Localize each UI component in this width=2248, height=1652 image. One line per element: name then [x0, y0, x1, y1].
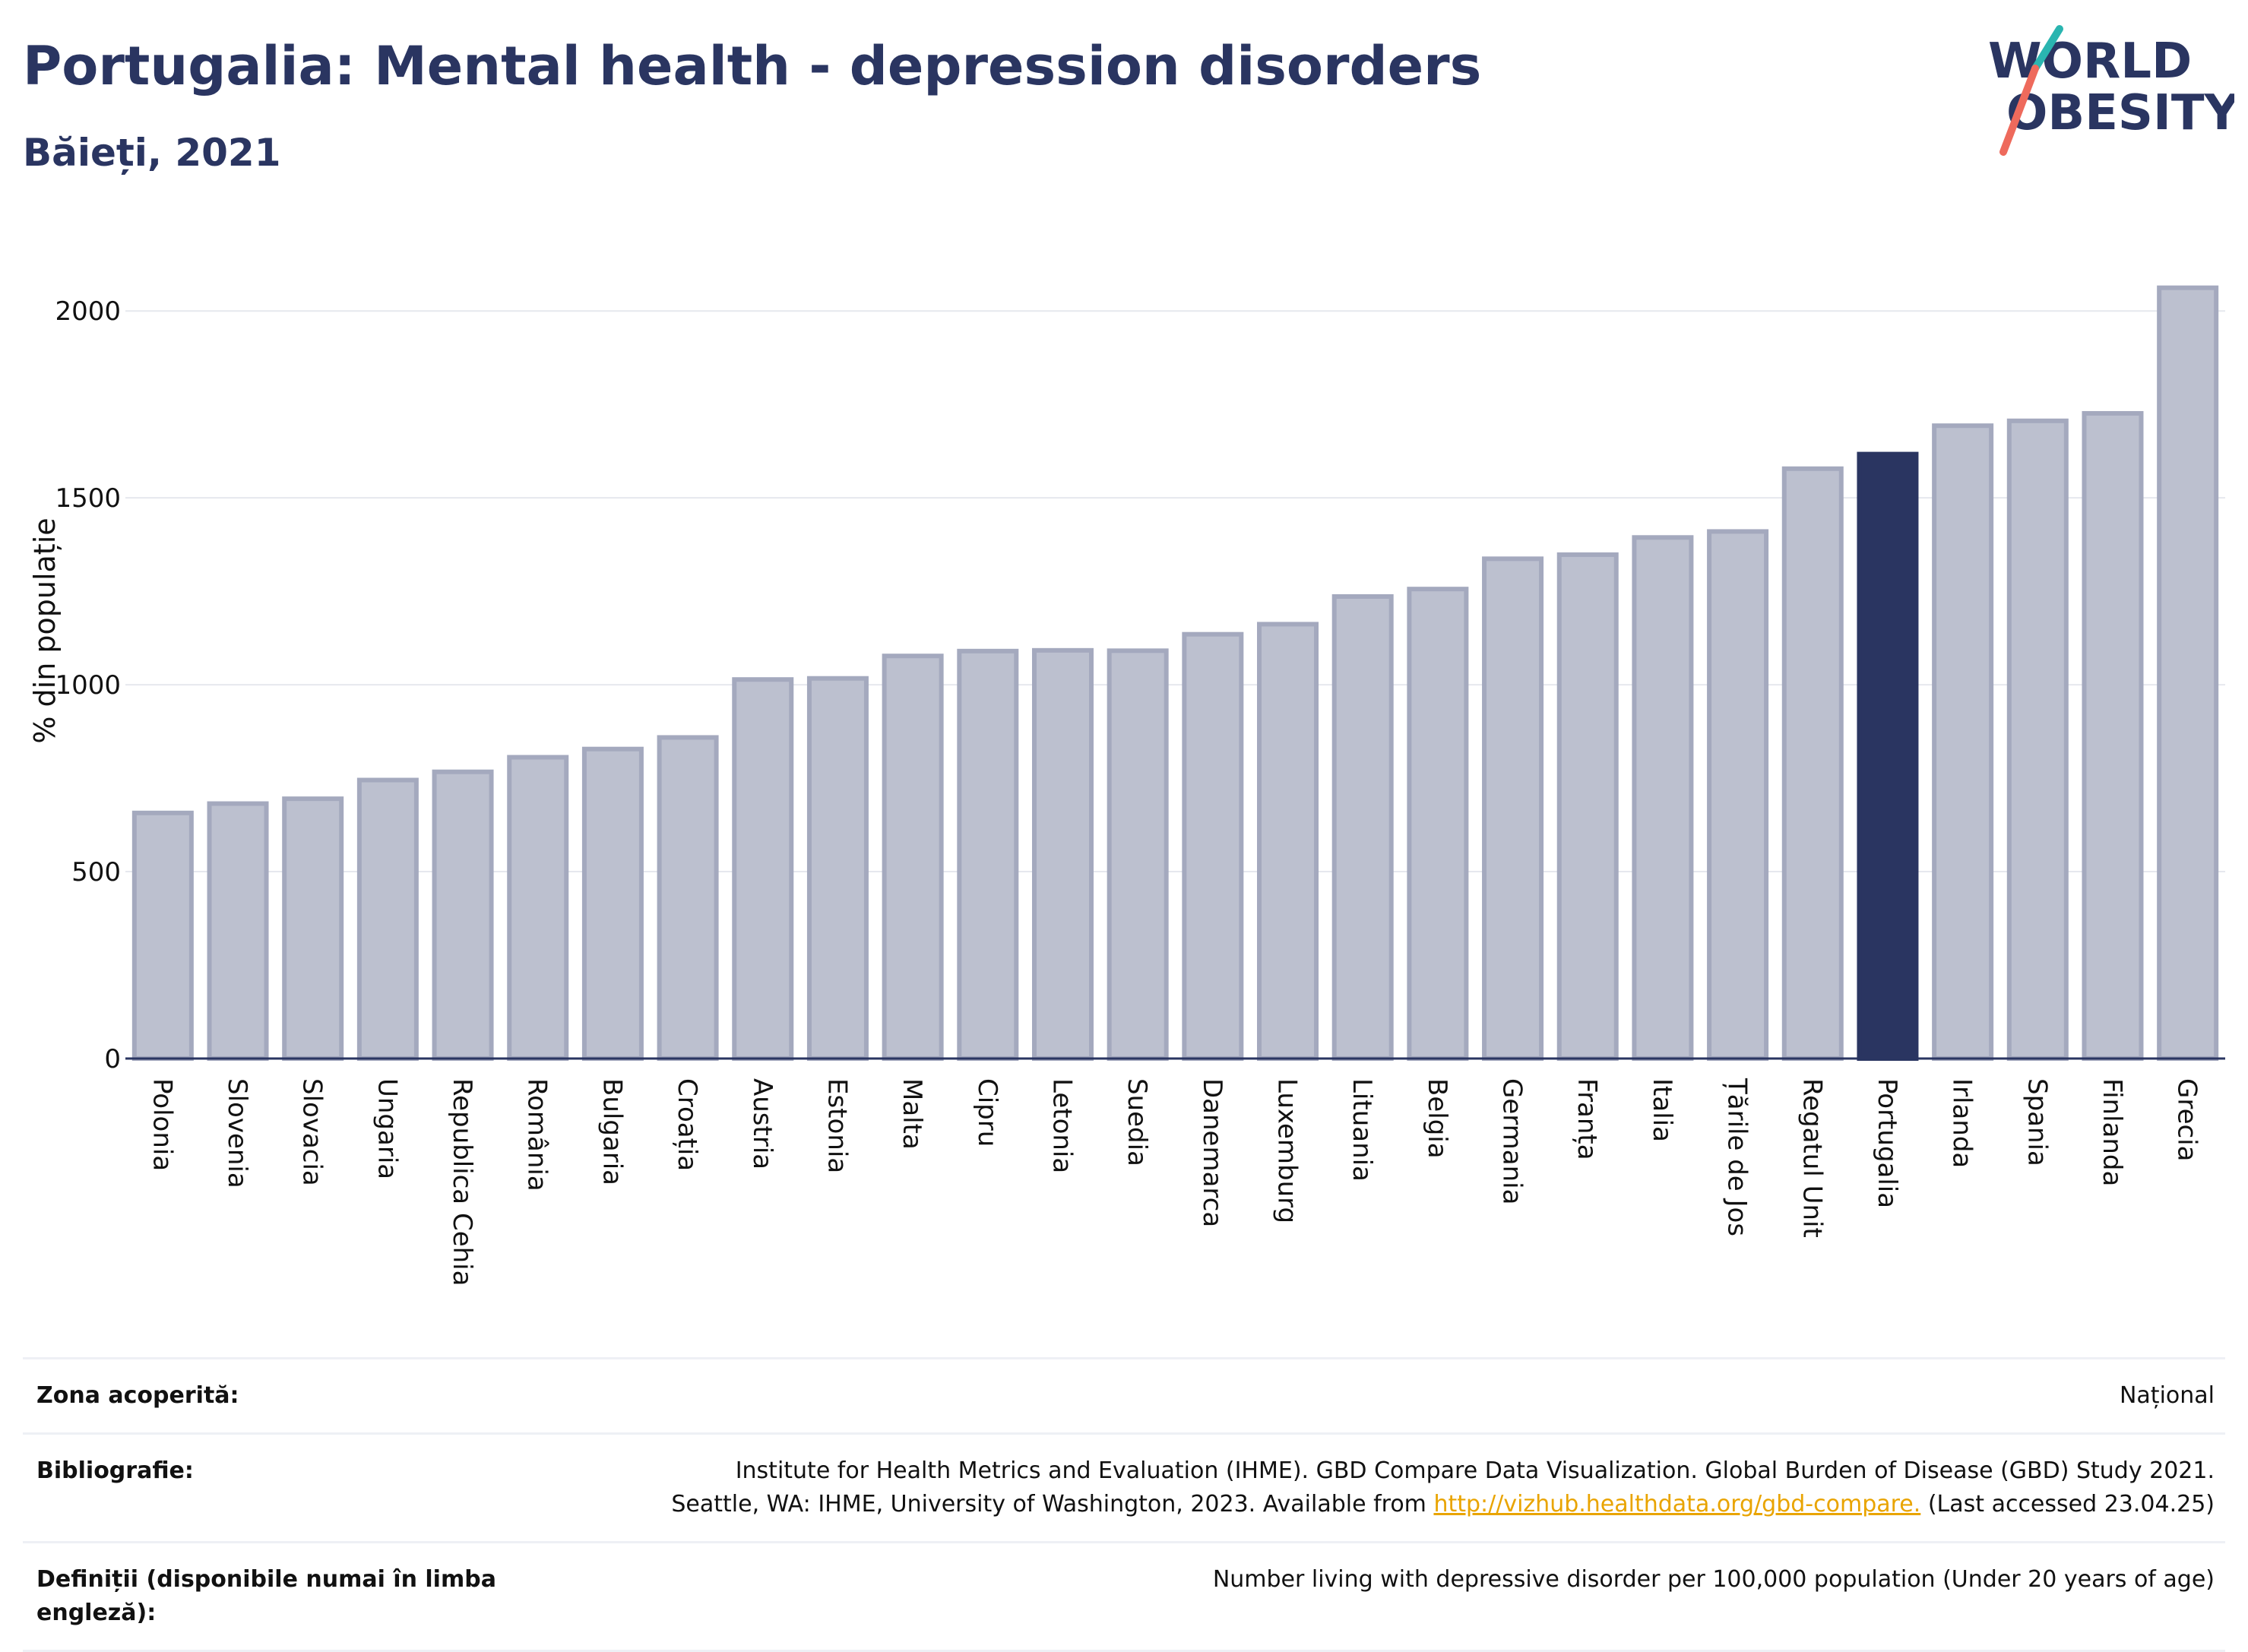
- bar: [1632, 535, 1694, 1061]
- bar: [957, 648, 1019, 1061]
- x-tick-label: Estonia: [822, 1078, 852, 1173]
- y-tick-label: 500: [71, 857, 121, 888]
- info-table: Zona acoperită: Național Bibliografie: I…: [23, 1357, 2225, 1652]
- logo-slash-teal: [2031, 25, 2063, 72]
- bar: [581, 746, 644, 1062]
- logo-line2: OBESITY: [2006, 85, 2234, 141]
- x-tick-label: Spania: [2022, 1078, 2052, 1166]
- bar: [1107, 648, 1169, 1061]
- x-tick-label: Suedia: [1122, 1078, 1152, 1166]
- bar-highlight: [1857, 451, 1919, 1061]
- chart-subtitle: Băieți, 2021: [23, 131, 281, 175]
- x-tick-label: Belgia: [1422, 1078, 1452, 1159]
- bar: [131, 810, 194, 1062]
- x-tick-label: Slovenia: [222, 1078, 252, 1188]
- x-tick-label: Luxemburg: [1272, 1078, 1303, 1223]
- logo-slash-coral: [1999, 65, 2039, 156]
- coverage-label: Zona acoperită:: [36, 1382, 239, 1409]
- x-tick-label: Cipru: [972, 1078, 1002, 1147]
- bibliography-line2-suffix: (Last accessed 23.04.25): [1920, 1491, 2215, 1517]
- x-tick-label: Slovacia: [297, 1078, 328, 1186]
- info-row-coverage: Zona acoperită: Național: [23, 1357, 2225, 1432]
- world-obesity-logo: WORLD OBESITY: [1988, 25, 2234, 156]
- coverage-value: Național: [2119, 1382, 2215, 1409]
- bar: [806, 676, 869, 1061]
- axes: 0 500 1000 1500 2000: [55, 296, 2225, 1074]
- bibliography-label: Bibliografie:: [36, 1457, 194, 1484]
- bar: [1482, 556, 1544, 1061]
- bar: [507, 755, 569, 1062]
- bar: [657, 735, 719, 1061]
- y-tick-label: 0: [104, 1044, 121, 1074]
- bars: [131, 285, 2219, 1062]
- bibliography-line2-prefix: Seattle, WA: IHME, University of Washing…: [671, 1491, 1434, 1517]
- bar: [1781, 466, 1844, 1061]
- bar: [356, 777, 419, 1062]
- x-tick-label: România: [522, 1078, 553, 1192]
- bar: [882, 654, 944, 1061]
- bar: [2157, 285, 2219, 1061]
- bibliography-link[interactable]: http://vizhub.healthdata.org/gbd-compare…: [1433, 1491, 1921, 1517]
- x-tick-label: Republica Cehia: [447, 1078, 477, 1286]
- x-tick-label: Lituania: [1347, 1078, 1377, 1182]
- bar: [1407, 587, 1469, 1061]
- bar: [282, 796, 344, 1062]
- bar: [732, 677, 794, 1061]
- bibliography-line1: Institute for Health Metrics and Evaluat…: [735, 1457, 2215, 1484]
- x-tick-label: Letonia: [1046, 1078, 1077, 1173]
- x-tick-label: Finlanda: [2097, 1078, 2127, 1186]
- y-axis-label: % din populație: [28, 517, 62, 743]
- bar: [1932, 423, 1994, 1061]
- x-tick-label: Regatul Unit: [1797, 1078, 1827, 1238]
- bar: [207, 801, 269, 1062]
- bar: [1707, 529, 1769, 1061]
- x-tick-label: Grecia: [2172, 1078, 2202, 1161]
- bar: [1556, 552, 1619, 1061]
- info-row-bibliography: Bibliografie: Institute for Health Metri…: [23, 1432, 2225, 1541]
- bar: [2082, 410, 2144, 1061]
- x-tick-label: Croația: [672, 1078, 702, 1171]
- x-tick-label: Franța: [1572, 1078, 1602, 1160]
- x-tick-label: Malta: [897, 1078, 927, 1150]
- bar: [1182, 631, 1244, 1061]
- bar: [2006, 418, 2069, 1061]
- x-tick-label: Polonia: [147, 1078, 177, 1171]
- bar: [432, 769, 494, 1061]
- y-tick-label: 2000: [55, 296, 121, 327]
- x-tick-label: Portugalia: [1872, 1078, 1902, 1208]
- bar: [1031, 647, 1094, 1061]
- x-tick-label: Bulgaria: [597, 1078, 627, 1185]
- chart-title: Portugalia: Mental health - depression d…: [23, 35, 1482, 97]
- bar: [1257, 622, 1319, 1061]
- bar-chart: 0 500 1000 1500 2000 Polonia Slovenia Slovacia…: [28, 285, 2225, 1286]
- logo-line1: WORLD: [1988, 33, 2192, 90]
- x-tick-label: Țările de Jos: [1722, 1078, 1752, 1236]
- y-tick-label: 1500: [55, 483, 121, 514]
- info-row-definitions: Definiții (disponibile numai în limba en…: [23, 1541, 2225, 1652]
- bibliography-line2: Seattle, WA: IHME, University of Washing…: [671, 1488, 2215, 1521]
- x-tick-label: Germania: [1497, 1078, 1528, 1204]
- bar: [1331, 594, 1394, 1061]
- definitions-label: Definiții (disponibile numai în limba en…: [36, 1566, 496, 1626]
- x-tick-label: Italia: [1647, 1078, 1677, 1142]
- x-tick-label: Danemarca: [1197, 1078, 1227, 1227]
- x-tick-label: Irlanda: [1947, 1078, 1977, 1168]
- x-tick-label: Ungaria: [372, 1078, 402, 1179]
- definitions-value: Number living with depressive disorder p…: [1212, 1566, 2215, 1593]
- bibliography-value: Institute for Health Metrics and Evaluat…: [671, 1454, 2215, 1521]
- y-tick-label: 1000: [55, 670, 121, 701]
- category-labels: Polonia Slovenia Slovacia Ungaria Republica …: [147, 1078, 2202, 1286]
- x-tick-label: Austria: [747, 1078, 777, 1169]
